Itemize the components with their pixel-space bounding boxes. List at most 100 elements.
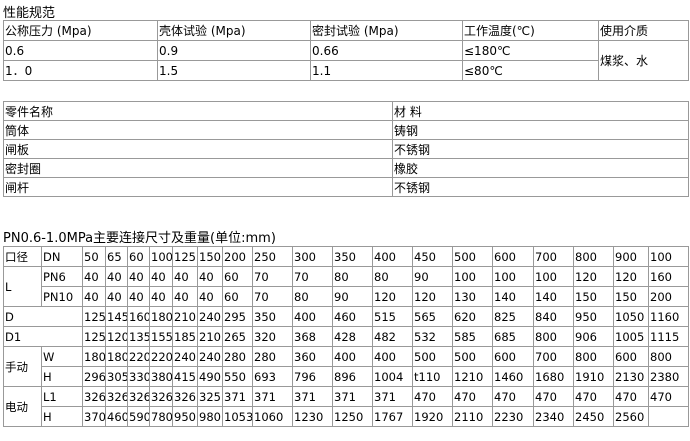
cell: 460 (332, 306, 373, 327)
cell: 800 (648, 346, 689, 367)
cell: 120 (412, 286, 453, 307)
row: 闸板 不锈钢 (3, 139, 689, 159)
cell: 90 (332, 286, 373, 307)
cell: 80 (372, 266, 413, 287)
spec-table: 公称压力 (Mpa) 壳体试验 (Mpa) 密封试验 (Mpa) 工作温度(℃) 使用介… (3, 20, 689, 81)
cell: 100 (492, 266, 534, 287)
cell: 40 (105, 266, 128, 287)
cell: 2130 (613, 366, 649, 387)
cell: 693 (252, 366, 293, 387)
cell: 515 (372, 306, 413, 327)
cell: 90 (412, 266, 453, 287)
cell: 不锈钢 (392, 177, 689, 197)
cell: 280 (252, 346, 293, 367)
row: 0.6 0.9 0.66 ≤180℃ 煤浆、水 (3, 40, 689, 81)
row: D 125 145 160 180 210 240 295 350 400 460 515 565 620… (3, 306, 689, 327)
cell: 140 (492, 286, 534, 307)
cell: 240 (197, 306, 223, 327)
cell: 470 (492, 386, 534, 407)
cell: 220 (149, 346, 173, 367)
cell: 1920 (412, 406, 453, 427)
cell: 415 (172, 366, 198, 387)
cell: 360 (292, 346, 333, 367)
cell: 155 (149, 326, 173, 347)
cell: 1210 (452, 366, 493, 387)
cell: 1230 (292, 406, 333, 427)
cell: 0.6 (3, 40, 158, 61)
cell: 160 (648, 266, 689, 287)
empty-cell (648, 406, 689, 427)
row-sublabel: H (41, 366, 83, 387)
cell: 590 (127, 406, 150, 427)
parts-table: 零件名称材 料筒体 铸钢 闸板 不锈钢 密封圈 橡胶 闸杆 不锈钢 (3, 101, 689, 197)
cell: 585 (452, 326, 493, 347)
dims-table: 口径 DN 50 65 60 100 125 150 200 250 300 350 400 450 500… (3, 246, 689, 427)
cell: 60 (127, 246, 150, 267)
cell: 180 (149, 306, 173, 327)
cell: 470 (573, 386, 614, 407)
row: PN10 40 40 40 40 40 40 60 70 80 90 120 120 130 140 140 1… (4, 286, 689, 307)
header-cell: 使用介质 (598, 20, 689, 41)
cell: 1．0 (3, 60, 158, 81)
cell: 70 (292, 266, 333, 287)
cell: 500 (452, 346, 493, 367)
cell: 80 (332, 266, 373, 287)
cell: 150 (197, 246, 223, 267)
cell: 1.1 (310, 60, 463, 81)
cell: 550 (222, 366, 253, 387)
cell: 40 (197, 266, 223, 287)
row-sublabel: PN10 (41, 286, 83, 307)
row-label: L (3, 266, 42, 307)
cell: 265 (222, 326, 253, 347)
cell: 280 (222, 346, 253, 367)
cell: 200 (222, 246, 253, 267)
cell: 326 (82, 386, 106, 407)
cell: 100 (648, 246, 689, 267)
cell: 400 (332, 346, 373, 367)
header-cell: 零件名称 (3, 101, 393, 121)
cell: 296 (82, 366, 106, 387)
cell: 400 (292, 306, 333, 327)
row: L PN6 40 40 40 40 40 40 60 70 70 80 80 90 100 100 100 120… (3, 266, 689, 307)
cell: 120 (613, 266, 649, 287)
cell: 2560 (613, 406, 649, 427)
cell: 685 (492, 326, 534, 347)
cell: 896 (332, 366, 373, 387)
cell: 210 (172, 306, 198, 327)
cell: 906 (573, 326, 614, 347)
cell: 700 (533, 346, 574, 367)
row: H 370 460 590 780 950 980 1053 1060 1230 1250 1767 1… (4, 406, 689, 427)
cell: 40 (127, 266, 150, 287)
cell: 490 (197, 366, 223, 387)
cell: 1060 (252, 406, 293, 427)
cell: 65 (105, 246, 128, 267)
row-label: 手动 (3, 346, 42, 387)
header-cell: 壳体试验 (Mpa) (157, 20, 311, 41)
cell: 428 (332, 326, 373, 347)
cell: 330 (127, 366, 150, 387)
cell: 60 (222, 266, 253, 287)
cell: 1115 (648, 326, 689, 347)
cell: 120 (573, 266, 614, 287)
cell: 470 (412, 386, 453, 407)
cell: 800 (573, 246, 614, 267)
cell: 40 (105, 286, 128, 307)
row: 密封圈 橡胶 (3, 158, 689, 178)
cell: 80 (292, 286, 333, 307)
cell: 400 (372, 246, 413, 267)
cell: 326 (127, 386, 150, 407)
cell: 840 (533, 306, 574, 327)
cell: 145 (105, 306, 128, 327)
section-title: 性能规范 (3, 6, 56, 21)
cell: 70 (252, 286, 293, 307)
cell: 闸杆 (3, 177, 393, 197)
row-sublabel: W (41, 346, 83, 367)
cell: 185 (172, 326, 198, 347)
cell: 368 (292, 326, 333, 347)
cell: 40 (172, 266, 198, 287)
cell: 不锈钢 (392, 139, 689, 159)
cell: 160 (127, 306, 150, 327)
cell: 800 (533, 326, 574, 347)
header-cell: 材 料 (392, 101, 689, 121)
cell: 470 (613, 386, 649, 407)
